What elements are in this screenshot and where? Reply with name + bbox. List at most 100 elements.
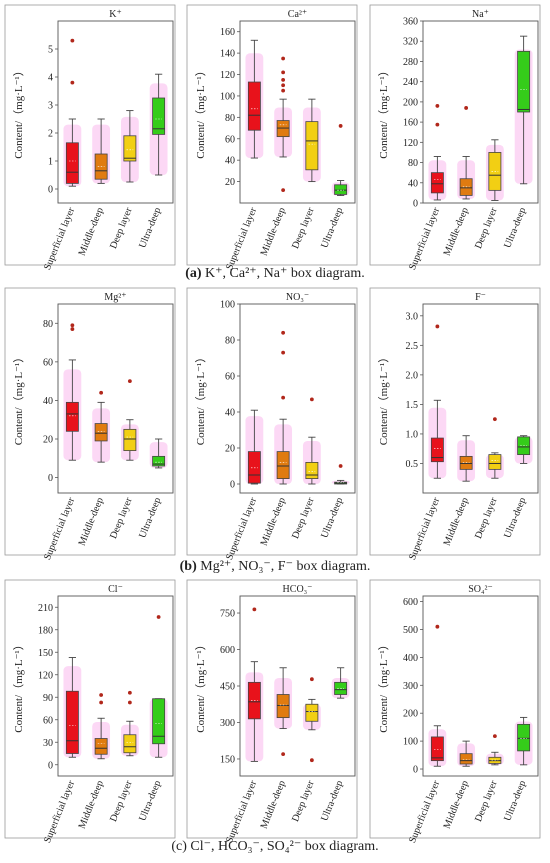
box-iqr — [488, 454, 502, 470]
outlier-point — [281, 56, 286, 61]
outlier-point — [281, 752, 286, 757]
y-tick-label: 90 — [43, 693, 53, 704]
x-category-label: Deep layer — [473, 778, 500, 823]
x-category-label: Superficial layer — [407, 495, 442, 561]
box-iqr — [247, 81, 261, 131]
y-tick-label: 2 — [48, 129, 53, 140]
caption-a: (a) K⁺, Ca²⁺, Na⁺ box diagram. — [185, 266, 365, 281]
box-iqr — [123, 428, 137, 451]
y-axis-label: Content/（mg·L⁻¹） — [377, 65, 390, 158]
outlier-point — [281, 70, 286, 75]
x-category-label: Superficial layer — [224, 778, 259, 844]
box-iqr — [65, 142, 79, 184]
y-tick-label: 140 — [220, 49, 235, 60]
outlier-point — [435, 122, 440, 127]
box-iqr — [276, 694, 290, 719]
panel-frame — [186, 287, 358, 556]
panel-frame — [186, 4, 358, 266]
y-tick-label: 5 — [48, 45, 53, 56]
y-tick-label: 0 — [230, 480, 235, 491]
y-tick-label: 20 — [225, 444, 235, 455]
chart-panel: Cl⁻ 0 30 60 90 120 150 180 210 Content/（mg·L⁻¹） Su… — [4, 579, 176, 845]
panel-frame — [4, 287, 176, 556]
x-category-label: Deep layer — [473, 495, 500, 540]
box-iqr — [430, 172, 444, 194]
chart-title: Na⁺ — [472, 9, 489, 20]
outlier-point — [281, 188, 286, 193]
outlier-point — [70, 323, 75, 328]
x-category-label: Ultra-deep — [502, 496, 528, 540]
x-category-label: Ultra-deep — [137, 496, 163, 540]
y-axis-label: Content/（mg·L⁻¹） — [377, 352, 390, 445]
y-tick-label: 240 — [403, 77, 418, 88]
x-category-label: Deep layer — [473, 205, 500, 250]
chart-title: F⁻ — [475, 292, 486, 303]
box-iqr — [430, 736, 444, 762]
caption-b: (b) Mg²⁺, NO₃⁻, F⁻ box diagram. — [180, 559, 371, 574]
x-category-label: Ultra-deep — [137, 779, 163, 823]
x-category-label: Middle-deep — [442, 779, 471, 830]
caption-c-text: (c) Cl⁻, HCO₃⁻, SO₄²⁻ box diagram. — [171, 839, 378, 854]
y-tick-label: 120 — [403, 138, 418, 149]
y-tick-label: 150 — [220, 754, 235, 765]
y-tick-label: 60 — [225, 134, 235, 145]
y-tick-label: 300 — [220, 718, 235, 729]
y-tick-label: 100 — [220, 300, 235, 311]
box-iqr — [123, 135, 137, 162]
x-category-label: Superficial layer — [42, 495, 77, 561]
y-tick-label: 1 — [48, 157, 53, 168]
x-category-label: Middle-deep — [77, 206, 106, 257]
chart-panel: K⁺ 0 1 2 3 4 5 Content/（mg·L⁻¹） Superficial laye… — [4, 4, 176, 272]
y-tick-label: 20 — [225, 177, 235, 188]
y-tick-label: 180 — [38, 625, 53, 636]
outlier-point — [309, 397, 314, 402]
x-category-label: Ultra-deep — [502, 206, 528, 250]
outlier-point — [252, 607, 257, 612]
y-tick-label: 120 — [38, 670, 53, 681]
x-category-label: Superficial layer — [42, 778, 77, 844]
outlier-point — [70, 38, 75, 43]
box-iqr — [276, 120, 290, 138]
chart-title: SO₄²⁻ — [468, 584, 493, 595]
box-iqr — [334, 184, 348, 195]
y-tick-label: 60 — [225, 372, 235, 383]
outlier-point — [435, 104, 440, 108]
outlier-point — [281, 77, 286, 82]
outlier-point — [464, 106, 469, 110]
y-tick-label: 160 — [220, 27, 235, 38]
y-tick-label: 3 — [48, 101, 53, 112]
x-category-label: Ultra-deep — [319, 206, 345, 250]
box-iqr — [276, 451, 290, 480]
x-category-label: Middle-deep — [77, 496, 106, 547]
x-category-label: Deep layer — [108, 205, 135, 250]
y-tick-label: 2.5 — [406, 341, 419, 352]
box-iqr — [94, 423, 108, 442]
panel-frame — [4, 579, 176, 839]
box-iqr — [152, 97, 166, 135]
y-axis-label: Content/（mg·L⁻¹） — [377, 639, 390, 732]
box-iqr — [459, 455, 473, 470]
y-tick-label: 1.0 — [406, 429, 419, 440]
x-category-label: Ultra-deep — [319, 496, 345, 540]
panel-frame — [369, 4, 541, 266]
x-category-label: Middle-deep — [259, 206, 288, 257]
y-tick-label: 1.5 — [406, 400, 419, 411]
outlier-point — [156, 615, 161, 619]
y-tick-label: 20 — [43, 435, 53, 446]
y-tick-label: 0 — [48, 473, 53, 484]
outlier-point — [309, 758, 314, 763]
chart-title: Ca²⁺ — [288, 9, 307, 20]
y-tick-label: 3.0 — [406, 311, 419, 322]
outlier-point — [338, 124, 343, 128]
x-category-label: Deep layer — [290, 495, 317, 540]
y-tick-label: 100 — [403, 737, 418, 748]
y-tick-label: 4 — [48, 73, 53, 84]
y-tick-label: 320 — [403, 37, 418, 48]
y-axis-label: Content/（mg·L⁻¹） — [12, 352, 25, 445]
y-tick-label: 300 — [403, 681, 418, 692]
y-tick-label: 400 — [403, 653, 418, 664]
panel-frame — [186, 579, 358, 839]
chart-title: Mg²⁺ — [104, 292, 126, 303]
x-category-label: Middle-deep — [77, 779, 106, 830]
